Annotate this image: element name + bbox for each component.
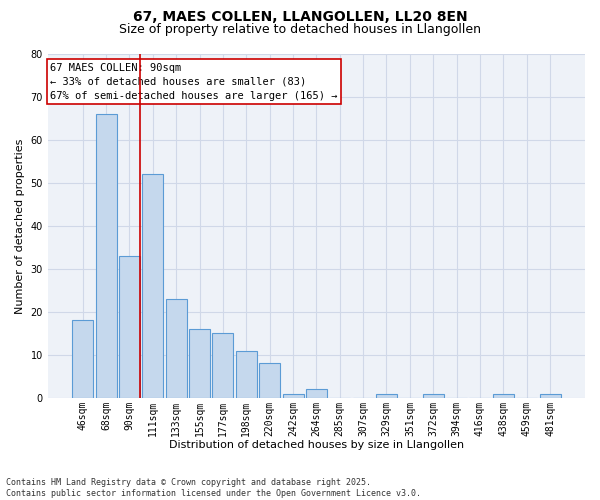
Bar [539,394,560,398]
Text: Contains HM Land Registry data © Crown copyright and database right 2025.
Contai: Contains HM Land Registry data © Crown c… [6,478,421,498]
Bar [189,329,210,398]
Bar [236,350,257,398]
Bar [283,394,304,398]
Bar [212,334,233,398]
Bar [423,394,444,398]
Text: 67 MAES COLLEN: 90sqm
← 33% of detached houses are smaller (83)
67% of semi-deta: 67 MAES COLLEN: 90sqm ← 33% of detached … [50,62,338,100]
Bar [119,256,140,398]
Bar [95,114,116,398]
Bar [376,394,397,398]
Text: Size of property relative to detached houses in Llangollen: Size of property relative to detached ho… [119,22,481,36]
Text: 67, MAES COLLEN, LLANGOLLEN, LL20 8EN: 67, MAES COLLEN, LLANGOLLEN, LL20 8EN [133,10,467,24]
Bar [493,394,514,398]
X-axis label: Distribution of detached houses by size in Llangollen: Distribution of detached houses by size … [169,440,464,450]
Bar [166,299,187,398]
Bar [72,320,93,398]
Bar [259,364,280,398]
Bar [142,174,163,398]
Bar [306,389,327,398]
Y-axis label: Number of detached properties: Number of detached properties [15,138,25,314]
